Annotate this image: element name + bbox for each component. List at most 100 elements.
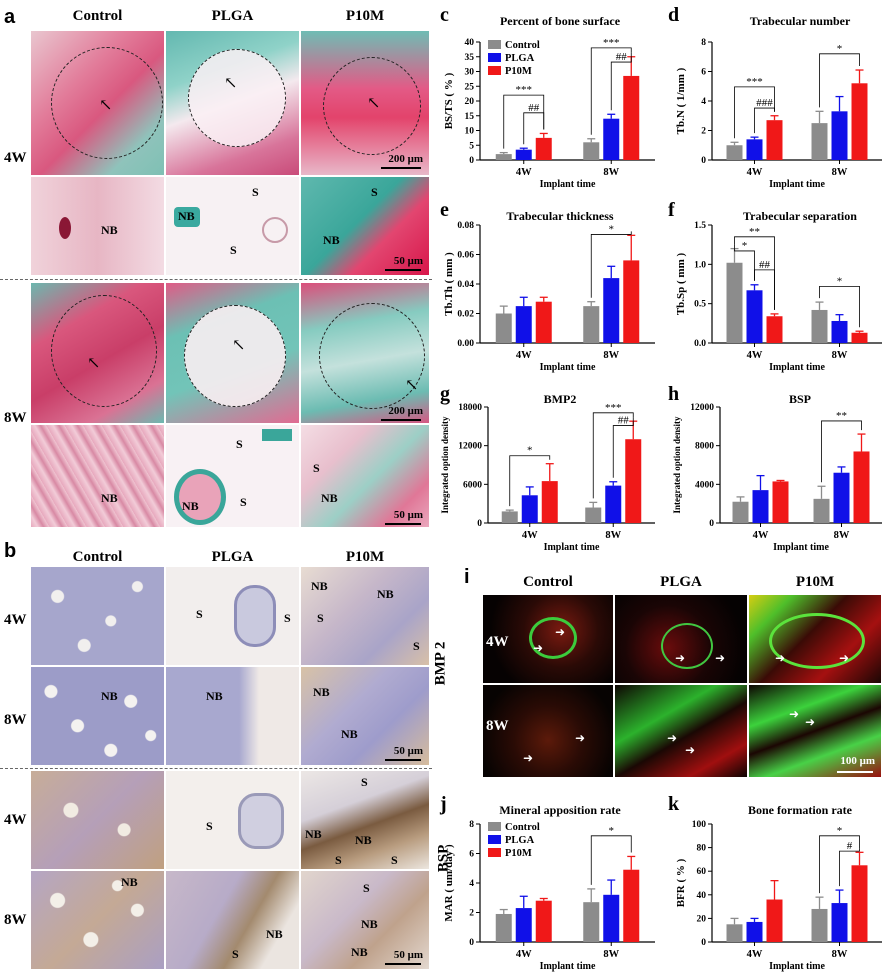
panel-a-col-p10m: P10M bbox=[345, 8, 385, 24]
chart-f-sig-label: ## bbox=[759, 259, 771, 271]
label-s: S bbox=[413, 639, 420, 653]
arrow-icon: ➜ bbox=[715, 651, 726, 665]
chart-d-ytick-label: 6 bbox=[701, 68, 706, 78]
chart-c-ytick-label: 40 bbox=[465, 38, 475, 48]
histology-4w-plga: ↖ bbox=[165, 30, 300, 176]
scale-bar bbox=[837, 771, 873, 773]
chart-j-ytick-label: 0 bbox=[469, 938, 474, 948]
chart-j-ytick-label: 8 bbox=[469, 820, 474, 830]
chart-k-sig-label: # bbox=[847, 840, 853, 852]
chart-e-title: Trabecular thickness bbox=[506, 209, 614, 223]
label-nb: NB bbox=[101, 223, 118, 237]
chart-f-sig-label: ** bbox=[749, 226, 760, 238]
arrow-icon: ➜ bbox=[805, 715, 816, 729]
chart-j-sig-bracket bbox=[590, 835, 632, 885]
chart-j-sig-label: * bbox=[609, 825, 615, 837]
label-s: S bbox=[284, 611, 291, 625]
label-nb: NB bbox=[355, 833, 372, 847]
ihc-bmp2-4w-control bbox=[30, 566, 165, 666]
chart-e-bar-control bbox=[495, 313, 512, 343]
ihc-bsp-8w-control: NB bbox=[30, 870, 165, 970]
bone-fragment bbox=[262, 217, 288, 243]
scale-bar-label: 50 μm bbox=[393, 255, 423, 267]
chart-e-bar-control bbox=[583, 306, 600, 343]
label-nb: NB bbox=[351, 945, 368, 959]
chart-g-ytick-label: 6000 bbox=[463, 480, 482, 490]
chart-f-sig-label: * bbox=[742, 240, 748, 252]
group-label-bmp2: BMP 2 bbox=[432, 641, 449, 686]
label-nb: NB bbox=[121, 875, 138, 889]
chart-k-sig-bracket bbox=[819, 835, 860, 894]
chart-j-legend-swatch-plga bbox=[488, 835, 501, 844]
label-s: S bbox=[391, 853, 398, 867]
chart-f-ylabel: Tb.Sp ( mm ) bbox=[675, 252, 687, 315]
chart-g-ytick-label: 18000 bbox=[458, 403, 482, 413]
panel-a-row-8w: 8W bbox=[4, 410, 27, 426]
chart-e-ylabel: Tb.Th ( mm ) bbox=[443, 252, 455, 316]
chart-f-sig-bracket bbox=[734, 236, 775, 310]
label-nb: NB bbox=[311, 579, 328, 593]
implant-outline bbox=[51, 47, 163, 159]
scale-bar bbox=[381, 419, 421, 421]
bone-fragment bbox=[262, 429, 292, 441]
chart-k-bar-control bbox=[726, 924, 743, 942]
label-nb: NB bbox=[101, 689, 118, 703]
histology-8w-p10m: ↖ 200 μm bbox=[300, 282, 430, 424]
chart-h-ytick-label: 0 bbox=[709, 519, 714, 529]
panel-a-row-4w: 4W bbox=[4, 150, 27, 166]
chart-h-xtick-label: 4W bbox=[753, 530, 769, 541]
chart-c-sig-bracket bbox=[610, 52, 632, 111]
ihc-bsp-4w-control bbox=[30, 770, 165, 870]
histology-4w-control-zoom: NB bbox=[30, 176, 165, 276]
arrow-icon: ↖ bbox=[367, 95, 381, 112]
chart-k-title: Bone formation rate bbox=[748, 803, 853, 817]
panel-a-col-control: Control bbox=[72, 8, 123, 24]
chart-j-bar-plga bbox=[603, 894, 620, 942]
chart-f-bar-plga bbox=[831, 320, 848, 343]
chart-g-ytick-label: 12000 bbox=[458, 442, 482, 452]
panel-i-col-control: Control bbox=[523, 574, 573, 590]
panel-b-row-4w-bsp: 4W bbox=[4, 812, 27, 828]
panel-b-row-4w: 4W bbox=[4, 612, 27, 628]
chart-d-xlabel: Implant time bbox=[769, 179, 825, 190]
arrow-icon: ➜ bbox=[775, 651, 786, 665]
chart-g-xtick-label: 8W bbox=[605, 530, 621, 541]
panel-i-col-p10m: P10M bbox=[795, 574, 835, 590]
histology-4w-p10m: ↖ 200 μm bbox=[300, 30, 430, 176]
label-nb: NB bbox=[178, 209, 195, 223]
scale-bar bbox=[381, 167, 421, 169]
chart-f-sig-bracket bbox=[819, 285, 860, 328]
label-nb: NB bbox=[305, 827, 322, 841]
label-nb: NB bbox=[101, 491, 118, 505]
chart-j-ytick-label: 2 bbox=[469, 909, 474, 919]
chart-d-bar-control bbox=[726, 145, 743, 160]
dark-spot bbox=[59, 217, 71, 239]
chart-j-legend-label: Control bbox=[505, 822, 540, 833]
label-nb: NB bbox=[341, 727, 358, 741]
fluorescence-4w-plga: ➜ ➜ bbox=[614, 594, 748, 684]
chart-j-bar-control bbox=[495, 913, 512, 942]
chart-d-xtick-label: 8W bbox=[832, 167, 848, 178]
chart-e-sig-bracket bbox=[590, 231, 632, 298]
chart-k-bar-control bbox=[811, 908, 828, 942]
chart-d-ytick-label: 0 bbox=[701, 156, 706, 166]
panel-h-label: h bbox=[668, 383, 679, 405]
chart-c-sig-label: ## bbox=[528, 102, 540, 114]
ihc-bmp2-4w-p10m: NB NB S S bbox=[300, 566, 430, 666]
green-label-ring bbox=[661, 623, 713, 669]
chart-j-xtick-label: 4W bbox=[516, 949, 532, 960]
chart-c-ytick-label: 25 bbox=[465, 82, 475, 92]
fluorescence-4w-p10m: ➜ ➜ bbox=[748, 594, 882, 684]
label-s: S bbox=[206, 819, 213, 833]
arrow-icon: ↖ bbox=[87, 355, 101, 372]
chart-f-xtick-label: 4W bbox=[747, 350, 763, 361]
chart-c-bar-control bbox=[495, 154, 512, 160]
chart-k-ytick-label: 40 bbox=[697, 891, 707, 901]
chart-c-sig-label: *** bbox=[603, 37, 620, 49]
arrow-icon: ↖ bbox=[232, 337, 246, 354]
arrow-icon: ↖ bbox=[405, 377, 419, 394]
chart-k-ylabel: BFR ( % ) bbox=[675, 858, 687, 907]
label-s: S bbox=[363, 881, 370, 895]
arrow-icon: ➜ bbox=[575, 731, 586, 745]
chart-h-bar-plga bbox=[752, 490, 769, 523]
